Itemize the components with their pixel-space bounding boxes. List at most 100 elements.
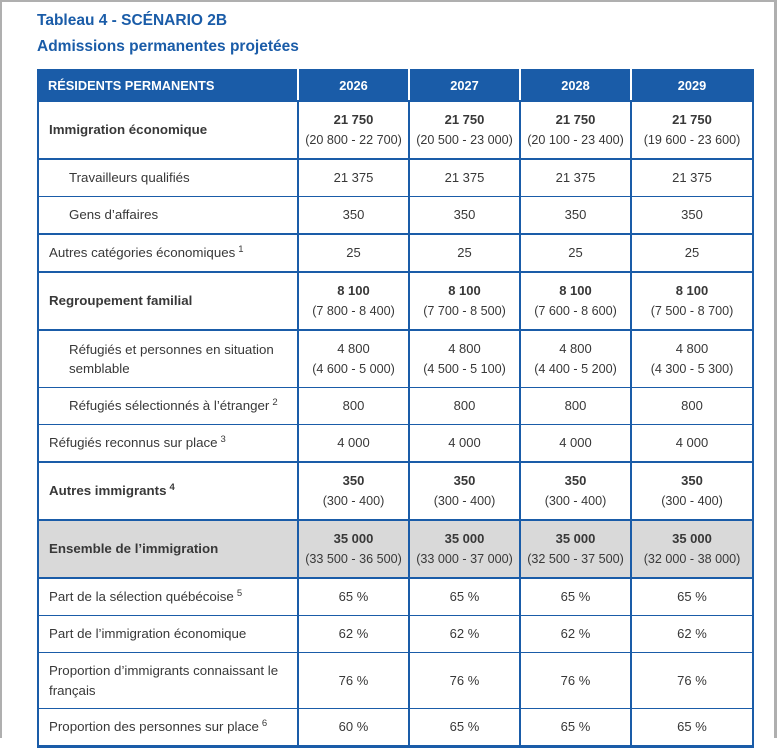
- value-cell: 65 %: [519, 578, 631, 617]
- cell-value: 76 %: [338, 672, 369, 688]
- value-cell: 35 000 (32 000 - 38 000): [630, 520, 753, 580]
- row-label: Ensemble de l’immigration: [49, 541, 219, 557]
- table-row: Part de la sélection québécoise 5 65 % 65 …: [38, 578, 753, 617]
- value-cell: 21 375: [297, 159, 409, 198]
- row-label-cell: Proportion des personnes sur place 6: [38, 708, 298, 748]
- cell-value: 4 000: [559, 435, 592, 451]
- row-label: Immigration économique: [49, 122, 208, 138]
- cell-value: 62 %: [560, 626, 591, 642]
- value-cell: 25: [630, 234, 753, 274]
- table-row: Gens d’affaires 350 350 350 350: [38, 196, 753, 236]
- cell-range: (7 500 - 8 700): [650, 304, 734, 319]
- cell-range: (20 800 - 22 700): [305, 133, 402, 148]
- cell-value: 21 375: [555, 170, 596, 186]
- row-label: Regroupement familial: [49, 293, 193, 309]
- cell-value: 350: [342, 207, 365, 223]
- cell-value: 4 000: [448, 435, 481, 451]
- value-cell: 62 %: [630, 615, 753, 654]
- cell-value: 62 %: [677, 626, 707, 642]
- value-cell: 21 375: [519, 159, 631, 198]
- cell-value: 4 800: [337, 341, 370, 357]
- cell-range: (7 800 - 8 400): [312, 304, 395, 319]
- value-cell: 76 %: [630, 652, 753, 710]
- cell-value: 800: [681, 398, 703, 414]
- footnote-marker: 5: [236, 587, 243, 599]
- cell-value: 65 %: [449, 589, 480, 605]
- table-row: Ensemble de l’immigration 35 000 (33 500 …: [38, 520, 753, 580]
- cell-range: (4 400 - 5 200): [534, 362, 617, 377]
- cell-value: 65 %: [560, 589, 591, 605]
- table-row: Réfugiés reconnus sur place 3 4 000 4 000 4…: [38, 424, 753, 464]
- column-header-year-2028: 2028: [519, 70, 631, 103]
- value-cell: 4 800 (4 500 - 5 100): [408, 330, 520, 389]
- column-header-year-2029: 2029: [630, 70, 753, 103]
- row-label-cell: Gens d’affaires: [38, 196, 298, 236]
- row-label-cell: Réfugiés reconnus sur place 3: [38, 424, 298, 464]
- cell-value: 8 100: [559, 283, 592, 299]
- cell-value: 800: [342, 398, 365, 414]
- cell-value: 21 375: [333, 170, 374, 186]
- table-row: Part de l’immigration économique 62 % 62 …: [38, 615, 753, 654]
- cell-value: 35 000: [333, 531, 374, 547]
- row-label: Proportion d’immigrants connaissant le f…: [49, 663, 279, 698]
- table-row: Autres immigrants 4 350 (300 - 400) 350 (300…: [38, 462, 753, 522]
- table-row: Réfugiés sélectionnés à l’étranger 2 800 8…: [38, 387, 753, 426]
- cell-value: 800: [564, 398, 587, 414]
- value-cell: 62 %: [297, 615, 409, 654]
- row-label-cell: Part de la sélection québécoise 5: [38, 578, 298, 617]
- row-label-cell: Immigration économique: [38, 101, 298, 161]
- cell-value: 65 %: [449, 719, 480, 735]
- value-cell: 4 000: [519, 424, 631, 464]
- cell-range: (7 700 - 8 500): [423, 304, 506, 319]
- cell-value: 65 %: [677, 589, 707, 605]
- cell-value: 350: [681, 473, 703, 489]
- value-cell: 800: [297, 387, 409, 426]
- cell-value: 60 %: [338, 719, 369, 735]
- cell-value: 21 375: [672, 170, 712, 186]
- cell-value: 21 750: [555, 112, 596, 128]
- value-cell: 4 800 (4 300 - 5 300): [630, 330, 753, 389]
- row-label: Réfugiés et personnes en situation sembl…: [69, 341, 274, 377]
- row-label-cell: Ensemble de l’immigration: [38, 520, 298, 580]
- table-header-row: RÉSIDENTS PERMANENTS 2026 2027 2028 2029: [38, 70, 753, 103]
- row-label: Part de la sélection québécoise: [49, 589, 234, 605]
- cell-value: 350: [681, 207, 703, 223]
- cell-value: 8 100: [337, 283, 370, 299]
- row-label-cell: Autres immigrants 4: [38, 462, 298, 522]
- cell-value: 25: [457, 245, 472, 261]
- table-row: Proportion des personnes sur place 6 60 %…: [38, 708, 753, 748]
- value-cell: 35 000 (33 500 - 36 500): [297, 520, 409, 580]
- cell-range: (32 500 - 37 500): [527, 552, 624, 567]
- value-cell: 60 %: [297, 708, 409, 748]
- cell-range: (32 000 - 38 000): [643, 552, 741, 567]
- row-label-cell: Autres catégories économiques 1: [38, 234, 298, 274]
- value-cell: 21 750 (20 800 - 22 700): [297, 101, 409, 161]
- row-label-cell: Part de l’immigration économique: [38, 615, 298, 654]
- value-cell: 62 %: [408, 615, 520, 654]
- row-label: Autres immigrants: [49, 483, 167, 499]
- cell-value: 62 %: [338, 626, 369, 642]
- cell-range: (20 100 - 23 400): [527, 133, 624, 148]
- cell-value: 76 %: [677, 672, 707, 688]
- cell-value: 65 %: [338, 589, 369, 605]
- value-cell: 8 100 (7 800 - 8 400): [297, 272, 409, 332]
- cell-value: 800: [453, 398, 476, 414]
- table-row: Immigration économique 21 750 (20 800 - 2…: [38, 101, 753, 161]
- cell-value: 8 100: [448, 283, 481, 299]
- cell-range: (300 - 400): [322, 494, 385, 509]
- table-row: Réfugiés et personnes en situation sembl…: [38, 330, 753, 389]
- value-cell: 65 %: [519, 708, 631, 748]
- value-cell: 800: [408, 387, 520, 426]
- value-cell: 350: [519, 196, 631, 236]
- cell-value: 4 800: [448, 341, 481, 357]
- cell-value: 35 000: [555, 531, 596, 547]
- row-label: Part de l’immigration économique: [49, 626, 247, 642]
- value-cell: 8 100 (7 600 - 8 600): [519, 272, 631, 332]
- value-cell: 25: [408, 234, 520, 274]
- table-subtitle: Admissions permanentes projetées: [37, 38, 299, 56]
- value-cell: 76 %: [408, 652, 520, 710]
- value-cell: 21 750 (20 100 - 23 400): [519, 101, 631, 161]
- table-row: Autres catégories économiques 1 25 25 25 25: [38, 234, 753, 274]
- value-cell: 35 000 (32 500 - 37 500): [519, 520, 631, 580]
- value-cell: 25: [297, 234, 409, 274]
